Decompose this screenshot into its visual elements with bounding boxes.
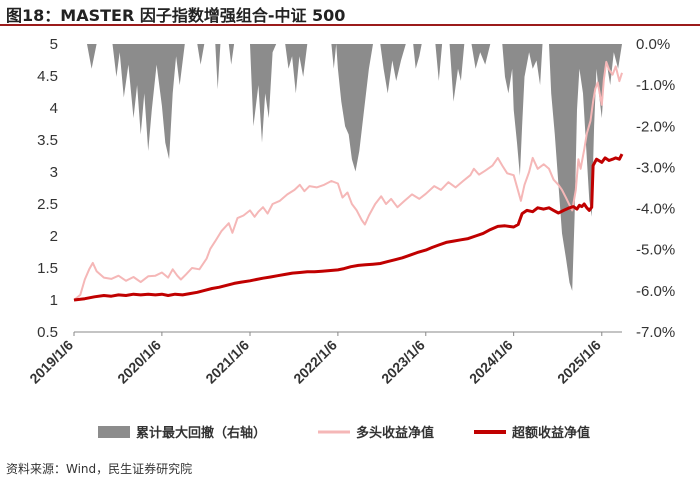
- right-tick-label: -2.0%: [636, 118, 675, 135]
- right-tick-label: -6.0%: [636, 283, 675, 300]
- lines-layer: [73, 60, 624, 302]
- x-tick-label: 2022/1/6: [290, 337, 340, 387]
- source-note: 资料来源：Wind，民生证券研究院: [6, 462, 193, 476]
- right-tick-label: 0.0%: [636, 36, 670, 53]
- legend-swatch-drawdown: [98, 426, 130, 438]
- legend-label-drawdown: 累计最大回撤（右轴）: [136, 425, 266, 441]
- x-tick-label: 2020/1/6: [114, 337, 164, 387]
- right-tick-label: -1.0%: [636, 77, 675, 94]
- x-tick-label: 2024/1/6: [466, 337, 516, 387]
- right-tick-label: -5.0%: [636, 242, 675, 259]
- left-tick-label: 1.5: [37, 260, 58, 277]
- series-long-nav-line: [73, 60, 623, 301]
- x-tick-label: 2023/1/6: [378, 337, 428, 387]
- chart-svg: 0.5 1 1.5 2 2.5 3 3.5 4 4.5 5 0.0% -1.0% -2.0% -3.0% -…: [26, 36, 675, 441]
- left-tick-label: 3.5: [37, 132, 58, 149]
- legend: 累计最大回撤（右轴） 多头收益净值 超额收益净值: [98, 425, 590, 441]
- left-tick-label: 1: [50, 292, 58, 309]
- left-tick-label: 5: [50, 36, 58, 53]
- chart-title: 图18：MASTER 因子指数增强组合-中证 500: [6, 6, 346, 25]
- right-tick-label: -7.0%: [636, 324, 675, 341]
- right-tick-label: -3.0%: [636, 159, 675, 176]
- left-tick-label: 3: [50, 164, 58, 181]
- series-drawdown-area: [74, 44, 622, 291]
- left-tick-label: 4.5: [37, 68, 58, 85]
- legend-label-excess-nav: 超额收益净值: [512, 425, 590, 441]
- x-tick-label: 2019/1/6: [26, 337, 76, 387]
- series-excess-nav-line: [73, 153, 624, 302]
- right-tick-label: -4.0%: [636, 201, 675, 218]
- title-divider: [0, 24, 700, 26]
- drawdown-area-layer: [74, 44, 622, 291]
- left-tick-label: 2: [50, 228, 58, 245]
- x-tick-label: 2021/1/6: [202, 337, 252, 387]
- left-tick-label: 4: [50, 100, 58, 117]
- legend-label-long-nav: 多头收益净值: [356, 425, 434, 441]
- left-tick-label: 0.5: [37, 324, 58, 341]
- left-tick-label: 2.5: [37, 196, 58, 213]
- x-tick-label: 2025/1/6: [554, 337, 604, 387]
